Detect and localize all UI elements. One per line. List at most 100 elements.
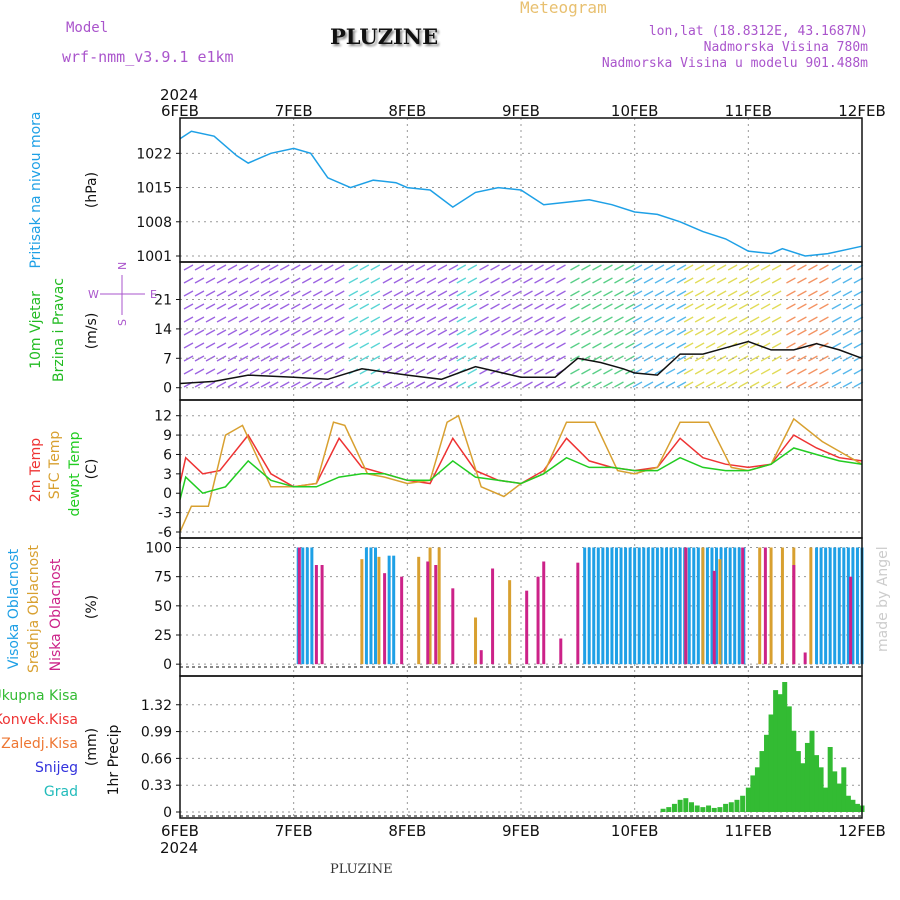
bar-niska-oblacnost xyxy=(491,568,495,665)
wind-barb xyxy=(490,381,500,388)
wind-barb xyxy=(665,355,676,362)
wind-barb xyxy=(738,316,749,323)
bar-ukupna-kisa xyxy=(791,730,797,812)
wind-barb xyxy=(523,277,533,284)
wind-barb xyxy=(556,290,566,297)
wind-barb xyxy=(501,355,511,362)
wind-barb xyxy=(382,368,393,375)
wind-barb xyxy=(382,290,393,297)
wind-barb xyxy=(614,316,624,323)
wind-barb xyxy=(334,316,345,323)
bar-niska-oblacnost xyxy=(542,561,546,665)
bar-visoka-oblacnost xyxy=(655,547,659,665)
wind-barb xyxy=(808,303,818,310)
wind-barb xyxy=(501,316,511,323)
wind-barb xyxy=(205,277,216,284)
wind-barb xyxy=(456,277,467,284)
bar-visoka-oblacnost xyxy=(310,547,314,665)
wind-barb xyxy=(370,368,381,375)
wind-barb xyxy=(819,329,829,336)
wind-barb xyxy=(727,264,738,271)
wind-barb xyxy=(479,264,489,271)
bar-niska-oblacnost xyxy=(451,588,455,665)
wind-barb xyxy=(683,290,694,297)
wind-barb xyxy=(268,264,279,271)
bar-srednja-oblacnost xyxy=(360,559,364,665)
wind-barb xyxy=(705,303,716,310)
wind-barb xyxy=(279,264,290,271)
bar-niska-oblacnost xyxy=(320,565,324,665)
y-unit-label: (hPa) xyxy=(84,172,100,208)
bar-ukupna-kisa xyxy=(800,763,806,812)
wind-barb xyxy=(448,355,459,362)
bar-visoka-oblacnost xyxy=(715,547,719,665)
wind-barb xyxy=(312,368,323,375)
wind-barb xyxy=(183,290,194,297)
date-label-bottom: 10FEB xyxy=(611,822,658,840)
wind-barb xyxy=(238,303,249,310)
bar-srednja-oblacnost xyxy=(437,547,441,665)
bar-ukupna-kisa xyxy=(786,706,792,812)
wind-barb xyxy=(556,381,566,388)
wind-barb xyxy=(448,381,459,388)
wind-barb xyxy=(632,303,643,310)
wind-barb-field xyxy=(183,264,864,388)
wind-barb xyxy=(592,316,602,323)
wind-barb xyxy=(323,368,334,375)
wind-barb xyxy=(490,277,500,284)
wind-barb xyxy=(359,290,370,297)
wind-barb xyxy=(512,368,522,375)
bar-visoka-oblacnost xyxy=(642,547,646,665)
bar-niska-oblacnost xyxy=(849,576,853,665)
wind-barb xyxy=(382,381,393,388)
wind-barb xyxy=(842,290,853,297)
wind-barb xyxy=(842,277,853,284)
wind-barb xyxy=(426,342,437,349)
wind-barb xyxy=(534,329,544,336)
wind-barb xyxy=(348,264,359,271)
wind-barb xyxy=(716,264,727,271)
wind-barb xyxy=(183,342,194,349)
wind-barb xyxy=(676,329,687,336)
wind-barb xyxy=(479,290,489,297)
wind-barb xyxy=(614,290,624,297)
bar-visoka-oblacnost xyxy=(301,547,305,665)
wind-barb xyxy=(705,368,716,375)
wind-barb xyxy=(183,355,194,362)
wind-barb xyxy=(359,355,370,362)
wind-barb xyxy=(393,264,404,271)
wind-barb xyxy=(216,264,227,271)
wind-barb xyxy=(694,381,705,388)
bar-niska-oblacnost xyxy=(400,576,404,665)
wind-barb xyxy=(334,290,345,297)
wind-barb xyxy=(323,329,334,336)
wind-barb xyxy=(614,368,624,375)
date-label-bottom: 8FEB xyxy=(388,822,426,840)
wind-barb xyxy=(348,316,359,323)
wind-barb xyxy=(415,316,426,323)
bar-visoka-oblacnost xyxy=(583,547,587,665)
wind-barb xyxy=(760,277,771,284)
wind-barb xyxy=(570,264,580,271)
wind-barb xyxy=(592,264,602,271)
wind-barb xyxy=(415,303,426,310)
wind-barb xyxy=(312,316,323,323)
wind-barb xyxy=(581,342,591,349)
bar-ukupna-kisa xyxy=(660,808,666,812)
wind-barb xyxy=(665,329,676,336)
wind-barb xyxy=(323,290,334,297)
wind-barb xyxy=(808,368,818,375)
wind-barb xyxy=(808,329,818,336)
bar-ukupna-kisa xyxy=(818,767,824,812)
wind-barb xyxy=(625,355,635,362)
wind-barb xyxy=(523,264,533,271)
wind-barb xyxy=(490,329,500,336)
wind-barb xyxy=(808,277,818,284)
line-sfc-temp xyxy=(179,414,863,533)
wind-barb xyxy=(382,277,393,284)
wind-barb xyxy=(415,368,426,375)
wind-barb xyxy=(359,316,370,323)
wind-barb xyxy=(819,316,829,323)
wind-barb xyxy=(556,303,566,310)
pressure-title: Pritisak na nivou mora xyxy=(28,111,44,268)
